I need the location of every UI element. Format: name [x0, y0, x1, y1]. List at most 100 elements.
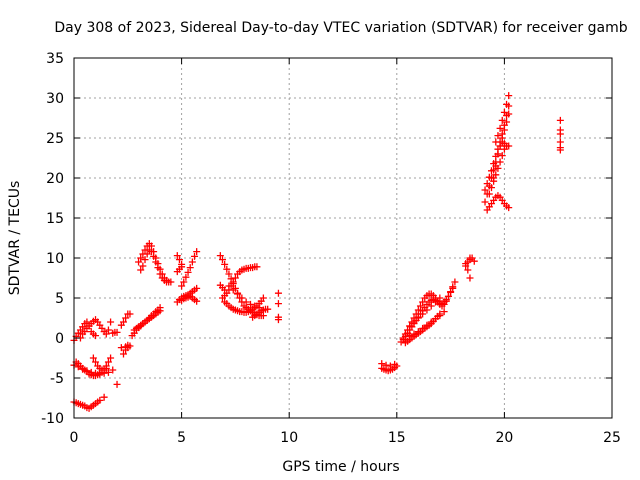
data-point	[483, 180, 491, 188]
data-point	[500, 108, 508, 116]
data-point	[444, 292, 452, 300]
data-point	[107, 354, 115, 362]
data-point	[223, 265, 231, 273]
data-point	[83, 318, 91, 326]
y-tick-label: 15	[46, 211, 64, 227]
data-point	[100, 369, 108, 377]
data-point	[274, 316, 282, 324]
data-point	[92, 332, 100, 340]
data-point	[410, 318, 418, 326]
data-point	[382, 361, 390, 369]
data-point	[178, 263, 186, 271]
grid	[74, 58, 612, 418]
x-tick-label: 5	[177, 430, 186, 446]
data-point	[242, 298, 250, 306]
data-point	[274, 289, 282, 297]
data-point	[556, 130, 564, 138]
x-tick-label: 15	[388, 430, 406, 446]
data-point	[156, 307, 164, 315]
data-point	[96, 370, 104, 378]
data-point	[135, 258, 143, 266]
data-point	[182, 273, 190, 281]
data-point	[464, 266, 472, 274]
data-point	[449, 284, 457, 292]
data-point	[503, 100, 511, 108]
data-point	[386, 362, 394, 370]
data-point	[188, 258, 196, 266]
plot-frame	[73, 57, 613, 419]
data-point	[485, 173, 493, 181]
data-point	[180, 278, 188, 286]
data-point	[193, 297, 201, 305]
data-point	[139, 262, 147, 270]
data-point	[225, 270, 233, 278]
data-point	[102, 330, 110, 338]
data-point	[178, 282, 186, 290]
y-axis-ticks: -10 -5 0 5 10 15 20 25 30 35	[41, 51, 612, 427]
data-point	[83, 367, 91, 375]
data-point	[221, 286, 229, 294]
data-point	[419, 298, 427, 306]
data-point	[173, 252, 181, 260]
data-point	[163, 278, 171, 286]
data-point	[556, 146, 564, 154]
data-point	[147, 248, 155, 256]
data-point	[234, 290, 242, 298]
y-tick-label: 5	[55, 291, 64, 307]
data-point	[487, 167, 495, 175]
data-point	[391, 360, 399, 368]
data-point	[154, 264, 162, 272]
data-point	[104, 368, 112, 376]
data-point	[92, 358, 100, 366]
data-point	[494, 132, 502, 140]
data-point	[107, 318, 115, 326]
data-point	[253, 263, 261, 271]
data-point	[503, 142, 511, 150]
data-point	[466, 274, 474, 282]
data-point	[184, 268, 192, 276]
data-point	[96, 396, 104, 404]
x-tick-label: 20	[495, 430, 513, 446]
data-point	[152, 258, 160, 266]
data-point	[231, 274, 239, 282]
data-point	[246, 300, 254, 308]
y-tick-label: 30	[46, 91, 64, 107]
data-point	[500, 121, 508, 129]
data-point	[143, 250, 151, 258]
data-point	[141, 256, 149, 264]
data-point	[427, 302, 435, 310]
data-point	[137, 266, 145, 274]
data-point	[216, 252, 224, 260]
data-point	[470, 257, 478, 265]
data-point	[175, 256, 183, 264]
data-point	[432, 298, 440, 306]
y-tick-label: 10	[46, 251, 64, 267]
data-point	[462, 260, 470, 268]
data-point	[505, 204, 513, 212]
data-point	[109, 366, 117, 374]
data-point	[89, 354, 97, 362]
data-point	[416, 302, 424, 310]
data-point	[126, 310, 134, 318]
data-point	[92, 369, 100, 377]
data-point	[481, 186, 489, 194]
data-point	[496, 158, 504, 166]
data-point	[485, 190, 493, 198]
y-tick-label: 0	[55, 331, 64, 347]
x-tick-label: 10	[280, 430, 298, 446]
x-tick-label: 25	[603, 430, 621, 446]
data-point	[186, 264, 194, 272]
data-point	[229, 278, 237, 286]
data-point	[225, 282, 233, 290]
y-tick-label: -10	[41, 411, 64, 427]
y-tick-label: -5	[50, 371, 64, 387]
data-point	[481, 198, 489, 206]
data-point	[122, 314, 130, 322]
data-point	[378, 360, 386, 368]
data-point	[221, 260, 229, 268]
data-point	[113, 328, 121, 336]
x-axis-ticks: 0 5 10 15 20 25	[70, 58, 621, 446]
data-point	[487, 184, 495, 192]
data-point	[117, 344, 125, 352]
data-point	[229, 286, 237, 294]
